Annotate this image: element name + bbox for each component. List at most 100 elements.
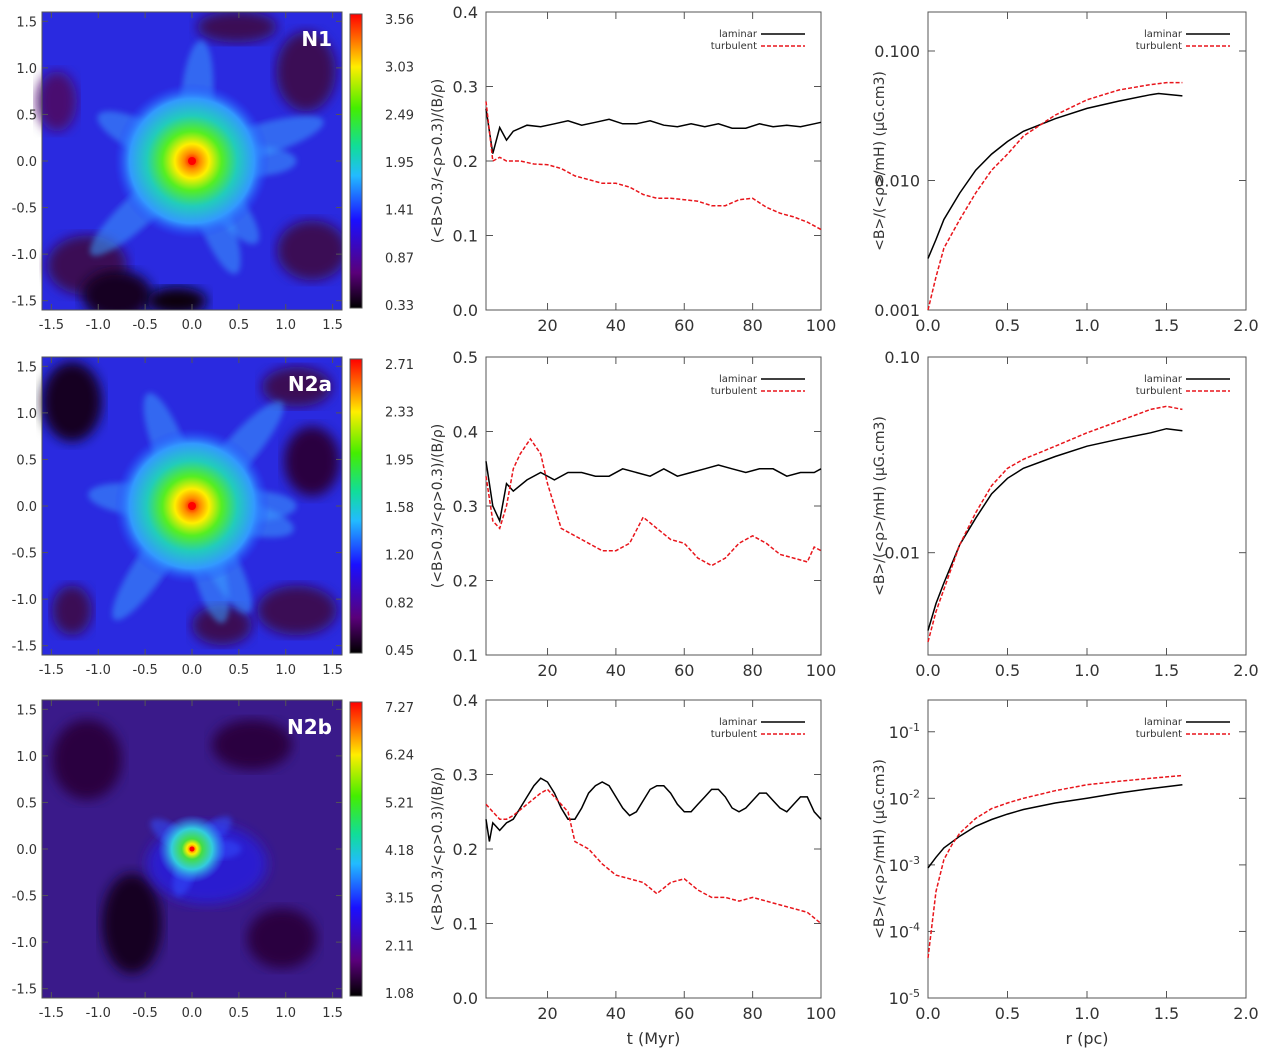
map-patch xyxy=(257,585,337,636)
map-patch xyxy=(37,71,77,132)
plot-frame xyxy=(927,699,1247,999)
x-tick-label: 1.5 xyxy=(1154,1004,1179,1023)
x-tick-label: 1.5 xyxy=(322,1006,343,1021)
y-tick-label: -1.5 xyxy=(12,983,37,998)
map-patch xyxy=(276,31,336,112)
y-tick-label: 0.2 xyxy=(453,840,478,859)
x-tick-label: 0.5 xyxy=(995,661,1020,680)
x-tick-label: 0.0 xyxy=(182,1006,203,1021)
y-tick-label: 1.5 xyxy=(16,360,37,375)
colorbar-tick-label: 5.21 xyxy=(385,796,414,811)
x-tick-label: 80 xyxy=(742,661,762,680)
y-tick-label: 0.0 xyxy=(453,989,478,1008)
legend-label: turbulent xyxy=(711,41,757,52)
colorbar-tick-label: 4.18 xyxy=(385,844,414,859)
x-tick-label: 20 xyxy=(537,661,557,680)
legend-label: laminar xyxy=(719,29,758,40)
legend-label: laminar xyxy=(1144,29,1183,40)
series-laminar xyxy=(485,108,822,154)
y-tick-label: 0.0 xyxy=(453,301,478,320)
y-tick-label: 0.0 xyxy=(16,843,37,858)
y-tick-label: 0.0 xyxy=(16,155,37,170)
y-tick-label: 10-3 xyxy=(889,854,920,875)
y-tick-label: 0.010 xyxy=(874,171,920,190)
y-tick-label: 1.0 xyxy=(16,407,37,422)
x-tick-label: 1.5 xyxy=(1154,661,1179,680)
y-tick-label: -0.5 xyxy=(12,547,37,562)
map-patch xyxy=(147,287,207,310)
y-tick-label: 1.0 xyxy=(16,62,37,77)
legend-label: turbulent xyxy=(1136,729,1182,740)
x-tick-label: 100 xyxy=(806,1004,837,1023)
y-axis-label: <B>/(<ρ>/mH) (μG.cm3) xyxy=(872,71,888,251)
colorbar-tick-label: 1.08 xyxy=(385,987,414,1002)
map-core-peak xyxy=(188,502,196,510)
y-tick-label: 0.01 xyxy=(884,544,920,563)
y-tick-label: 0.1 xyxy=(453,646,478,665)
y-tick-label: 1.5 xyxy=(16,15,37,30)
density-map-map-n2a: N2a -1.5 -1.0 -0.5 0.0 0.5 1.0 1.5 1.5 1.0 0.5 0.0 -… xyxy=(12,356,414,678)
x-tick-label: 60 xyxy=(674,1004,694,1023)
map-image xyxy=(42,357,342,655)
y-tick-label: 0.5 xyxy=(16,453,37,468)
colorbar-tick-label: 3.03 xyxy=(385,61,414,76)
x-tick-label: 40 xyxy=(606,1004,626,1023)
y-tick-label: 0.3 xyxy=(453,78,478,97)
series-laminar xyxy=(927,783,1183,869)
y-axis-label: (<B>0.3/<ρ>0.3)/(B/ρ) xyxy=(430,424,446,588)
y-tick-label: -0.5 xyxy=(12,890,37,905)
map-core-peak xyxy=(188,157,196,165)
y-tick-label: 1.0 xyxy=(16,750,37,765)
density-map-map-n1: N1 -1.5 -1.0 -0.5 0.0 0.5 1.0 1.5 1.5 1.0 0.5 0.0 -0… xyxy=(12,11,414,333)
panel-label: N1 xyxy=(301,27,332,51)
y-tick-label: -1.0 xyxy=(12,593,37,608)
y-tick-label: 0.1 xyxy=(453,915,478,934)
map-patch xyxy=(52,585,92,636)
y-tick-label: 10-1 xyxy=(889,721,920,742)
legend-label: laminar xyxy=(719,717,758,728)
x-tick-label: -0.5 xyxy=(132,663,157,678)
y-tick-label: 0.001 xyxy=(874,301,920,320)
x-tick-label: 100 xyxy=(806,661,837,680)
x-tick-label: -0.5 xyxy=(132,318,157,333)
colorbar-tick-label: 2.11 xyxy=(385,939,414,954)
chart-profile-n2b: 0.0 0.5 1.0 1.5 2.010-110-210-310-410-5lamin… xyxy=(872,699,1259,1048)
x-tick-label: 40 xyxy=(606,661,626,680)
y-tick-label: 10-4 xyxy=(889,920,920,941)
map-patch xyxy=(82,270,152,310)
y-tick-label: 0.5 xyxy=(16,796,37,811)
map-core-peak xyxy=(189,846,195,852)
colorbar: 3.56 3.03 2.49 1.95 1.41 0.87 0.33 xyxy=(349,13,414,314)
series-laminar xyxy=(927,427,1183,631)
plot-frame xyxy=(485,356,822,656)
y-tick-label: 10-2 xyxy=(889,787,920,808)
x-axis-label: r (pc) xyxy=(1065,1029,1108,1048)
x-tick-label: 1.5 xyxy=(322,663,343,678)
plot-frame xyxy=(485,11,822,311)
colorbar-tick-label: 1.58 xyxy=(385,501,414,516)
map-image xyxy=(37,12,342,310)
y-tick-label: -1.5 xyxy=(12,295,37,310)
y-tick-label: -0.5 xyxy=(12,202,37,217)
y-tick-label: -1.0 xyxy=(12,936,37,951)
series-turbulent xyxy=(485,101,822,231)
map-patch xyxy=(42,361,102,442)
legend-label: turbulent xyxy=(1136,41,1182,52)
x-tick-label: 1.0 xyxy=(275,1006,296,1021)
colorbar-tick-label: 0.33 xyxy=(385,299,414,314)
colorbar-tick-label: 2.71 xyxy=(385,358,414,373)
x-tick-label: 20 xyxy=(537,1004,557,1023)
series-turbulent xyxy=(927,774,1183,958)
legend-label: turbulent xyxy=(711,729,757,740)
colorbar-gradient xyxy=(349,13,363,309)
y-tick-label: 0.4 xyxy=(453,3,478,22)
density-map-map-n2b: N2b -1.5 -1.0 -0.5 0.0 0.5 1.0 1.5 1.5 1.0 0.5 0.0 -… xyxy=(12,699,414,1021)
colorbar-tick-label: 0.45 xyxy=(385,644,414,659)
colorbar-tick-label: 6.24 xyxy=(385,749,414,764)
